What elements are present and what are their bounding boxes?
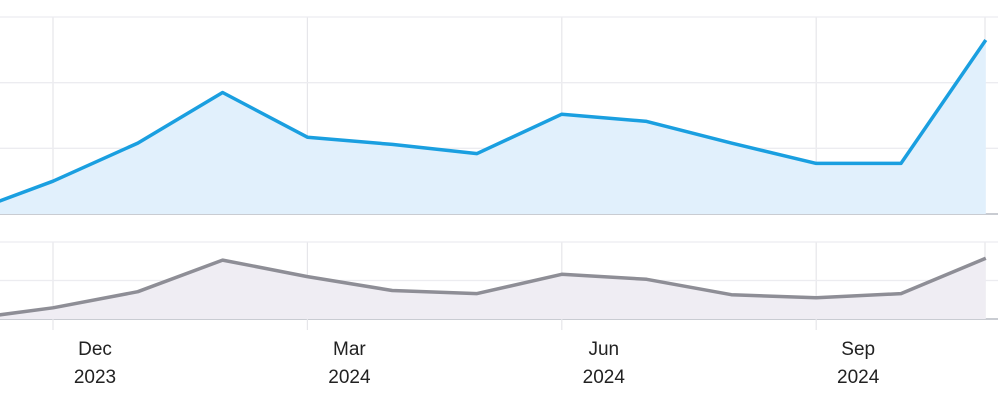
x-tick-label: 2024 — [837, 367, 880, 388]
x-tick-label: 2024 — [328, 367, 371, 388]
x-tick-label: Mar — [333, 339, 366, 360]
area-line — [0, 256, 987, 317]
x-tick-label: 2023 — [74, 367, 116, 388]
area-line — [0, 39, 988, 203]
x-tick-label: Dec — [78, 339, 112, 360]
x-tick-label: Jun — [588, 339, 619, 360]
x-tick-label: Sep — [841, 339, 875, 360]
area-fill — [0, 40, 986, 214]
x-tick-label: 2024 — [583, 367, 626, 388]
area-fill — [0, 258, 986, 319]
